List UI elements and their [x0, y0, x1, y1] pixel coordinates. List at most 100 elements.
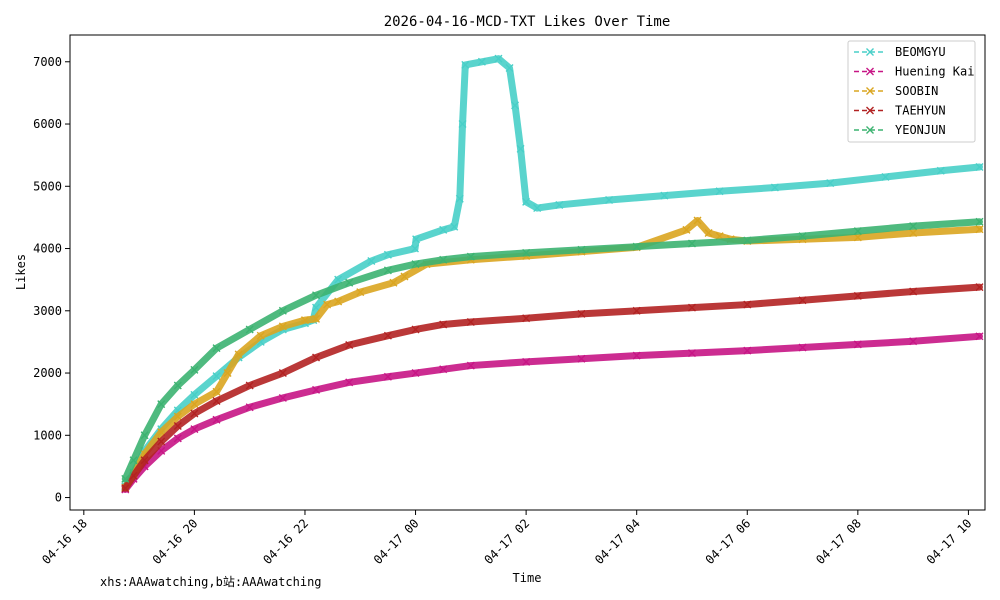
data-point-huening-kai: [577, 354, 586, 363]
data-point-yeonjun: [212, 344, 221, 353]
data-point-huening-kai: [173, 434, 182, 443]
data-point-taehyun: [798, 296, 807, 305]
data-point-soobin: [853, 233, 862, 242]
data-point-beomgyu: [605, 195, 614, 204]
y-tick-label: 5000: [33, 179, 62, 193]
data-point-soobin: [334, 297, 343, 306]
y-tick-label: 2000: [33, 366, 62, 380]
data-point-taehyun: [439, 320, 448, 329]
data-point-yeonjun: [312, 291, 321, 300]
data-point-beomgyu: [936, 166, 945, 175]
data-point-huening-kai: [439, 365, 448, 374]
data-point-huening-kai: [345, 378, 354, 387]
series-yeonjun: [121, 217, 984, 483]
data-point-taehyun: [853, 291, 862, 300]
data-point-huening-kai: [411, 369, 420, 378]
data-point-huening-kai: [522, 357, 531, 366]
data-point-beomgyu: [516, 144, 525, 153]
data-point-beomgyu: [334, 275, 343, 284]
legend-label-yeonjun: YEONJUN: [895, 123, 946, 137]
data-point-yeonjun: [909, 222, 918, 231]
data-point-yeonjun: [687, 239, 696, 248]
watermark: xhs:AAAwatching,b站:AAAwatching: [100, 575, 322, 589]
data-point-taehyun: [157, 437, 166, 446]
x-tick-label: 04-17 10: [924, 516, 975, 567]
data-point-beomgyu: [455, 194, 464, 203]
series-taehyun: [121, 283, 984, 493]
x-tick-label: 04-17 04: [592, 516, 643, 567]
data-point-beomgyu: [660, 191, 669, 200]
data-point-taehyun: [632, 306, 641, 315]
data-point-yeonjun: [466, 252, 475, 261]
data-point-taehyun: [909, 287, 918, 296]
legend-label-beomgyu: BEOMGYU: [895, 45, 946, 59]
data-point-beomgyu: [367, 256, 376, 265]
data-point-beomgyu: [975, 162, 984, 171]
legend-marker-yeonjun: [866, 126, 874, 134]
data-point-taehyun: [577, 309, 586, 318]
series-huening-kai: [121, 332, 984, 494]
data-point-taehyun: [312, 353, 321, 362]
data-point-huening-kai: [245, 403, 254, 412]
data-point-soobin: [704, 228, 713, 237]
x-tick-label: 04-17 06: [703, 516, 754, 567]
data-point-yeonjun: [140, 431, 149, 440]
data-point-beomgyu: [439, 225, 448, 234]
data-point-taehyun: [522, 314, 531, 323]
x-tick-label: 04-17 02: [481, 516, 532, 567]
x-axis-ticks: 04-16 18 04-16 20 04-16 22 04-17 00 04-17 02…: [39, 510, 975, 567]
x-tick-label: 04-17 00: [371, 516, 422, 567]
data-point-soobin: [400, 272, 409, 281]
data-point-yeonjun: [129, 456, 138, 465]
data-point-taehyun: [345, 341, 354, 350]
data-point-soobin: [300, 316, 309, 325]
x-tick-label: 04-16 20: [150, 516, 201, 567]
legend-marker-taehyun: [866, 106, 874, 115]
data-point-yeonjun: [577, 245, 586, 254]
data-point-taehyun: [121, 484, 130, 493]
data-point-huening-kai: [975, 332, 984, 341]
data-point-huening-kai: [743, 346, 752, 355]
data-point-huening-kai: [278, 393, 287, 402]
data-point-soobin: [682, 225, 691, 234]
data-point-taehyun: [140, 456, 149, 465]
data-point-soobin: [173, 412, 182, 421]
data-point-beomgyu: [412, 235, 421, 244]
legend-marker-beomgyu: [866, 48, 874, 56]
data-point-yeonjun: [439, 255, 448, 264]
y-tick-label: 6000: [33, 117, 62, 131]
data-point-beomgyu: [826, 179, 835, 188]
chart-title: 2026-04-16-MCD-TXT Likes Over Time: [384, 14, 671, 30]
legend-marker-huening-kai: [866, 67, 874, 76]
data-point-soobin: [356, 288, 365, 297]
data-point-yeonjun: [278, 306, 287, 315]
legend: BEOMGYU Huening Kai SOOBIN TAEHYUN YEONJUN: [847, 40, 976, 143]
y-tick-label: 0: [55, 491, 62, 505]
data-point-taehyun: [975, 283, 984, 292]
data-point-beomgyu: [383, 250, 392, 259]
data-point-huening-kai: [383, 372, 392, 381]
data-point-yeonjun: [245, 325, 254, 334]
data-point-huening-kai: [212, 415, 221, 424]
data-point-taehyun: [466, 317, 475, 326]
data-point-huening-kai: [632, 351, 641, 360]
data-point-soobin: [212, 387, 221, 396]
data-point-beomgyu: [312, 303, 321, 312]
data-point-beomgyu: [212, 372, 221, 381]
data-point-taehyun: [190, 409, 199, 418]
data-point-beomgyu: [494, 54, 503, 63]
legend-label-taehyun: TAEHYUN: [895, 104, 946, 118]
legend-label-soobin: SOOBIN: [895, 84, 938, 98]
x-tick-label: 04-17 08: [813, 516, 864, 567]
data-point-soobin: [975, 225, 984, 234]
data-point-yeonjun: [975, 217, 984, 226]
x-tick-label: 04-16 18: [39, 516, 90, 567]
x-tick-label: 04-16 22: [260, 516, 311, 567]
data-point-beomgyu: [522, 197, 531, 206]
data-point-yeonjun: [345, 278, 354, 287]
data-point-yeonjun: [411, 260, 420, 269]
data-point-huening-kai: [853, 340, 862, 349]
data-point-beomgyu: [533, 204, 542, 213]
data-point-huening-kai: [190, 425, 199, 434]
y-axis-ticks: 0 1000 2000 3000 4000 5000 6000 7000: [33, 55, 70, 505]
